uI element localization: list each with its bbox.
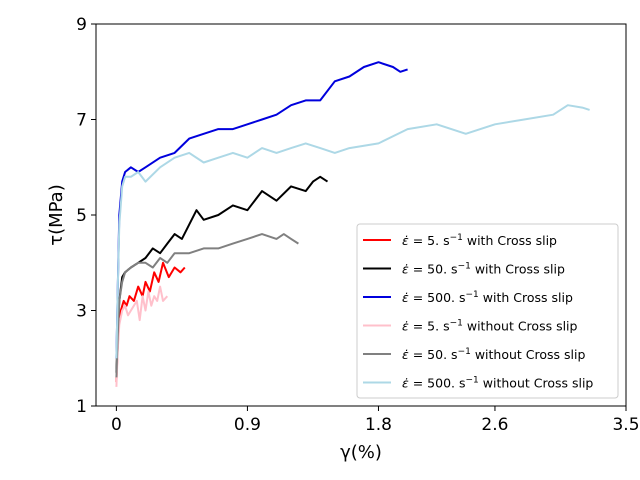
x-axis-label: γ(%) (340, 442, 382, 463)
y-axis-label: τ(MPa) (46, 184, 67, 246)
x-tick-label: 0 (111, 415, 122, 435)
legend: ε̇ = 5. s−1 with Cross slip ε̇ = 50. s−1 … (356, 223, 619, 399)
x-axis: 0 0.9 1.8 2.6 3.5 (111, 406, 640, 435)
legend-entry-2: ε̇ = 50. s−1 with Cross slip (402, 262, 565, 277)
legend-entry-6: ε̇ = 500. s−1 without Cross slip (402, 376, 593, 391)
y-tick-label: 7 (76, 111, 87, 131)
y-tick-label: 3 (76, 302, 87, 322)
legend-entry-4: ε̇ = 5. s−1 without Cross slip (402, 319, 578, 334)
legend-entry-5: ε̇ = 50. s−1 without Cross slip (402, 347, 585, 362)
legend-box (356, 223, 619, 399)
series-layer (115, 61, 590, 387)
legend-entry-1: ε̇ = 5. s−1 with Cross slip (402, 233, 557, 248)
x-tick-label: 3.5 (612, 415, 639, 435)
legend-entry-3: ε̇ = 500. s−1 with Cross slip (402, 290, 573, 305)
y-tick-label: 1 (76, 397, 87, 417)
y-tick-label: 5 (76, 206, 87, 226)
series-line-6 (115, 104, 590, 359)
x-tick-label: 2.6 (481, 415, 508, 435)
y-axis: 1 3 5 7 9 (76, 15, 96, 417)
series-line-4 (115, 285, 169, 387)
y-tick-label: 9 (76, 15, 87, 35)
x-tick-label: 1.8 (365, 415, 392, 435)
series-line-5 (115, 233, 299, 378)
series-line-3 (115, 61, 408, 359)
x-tick-label: 0.9 (234, 415, 261, 435)
